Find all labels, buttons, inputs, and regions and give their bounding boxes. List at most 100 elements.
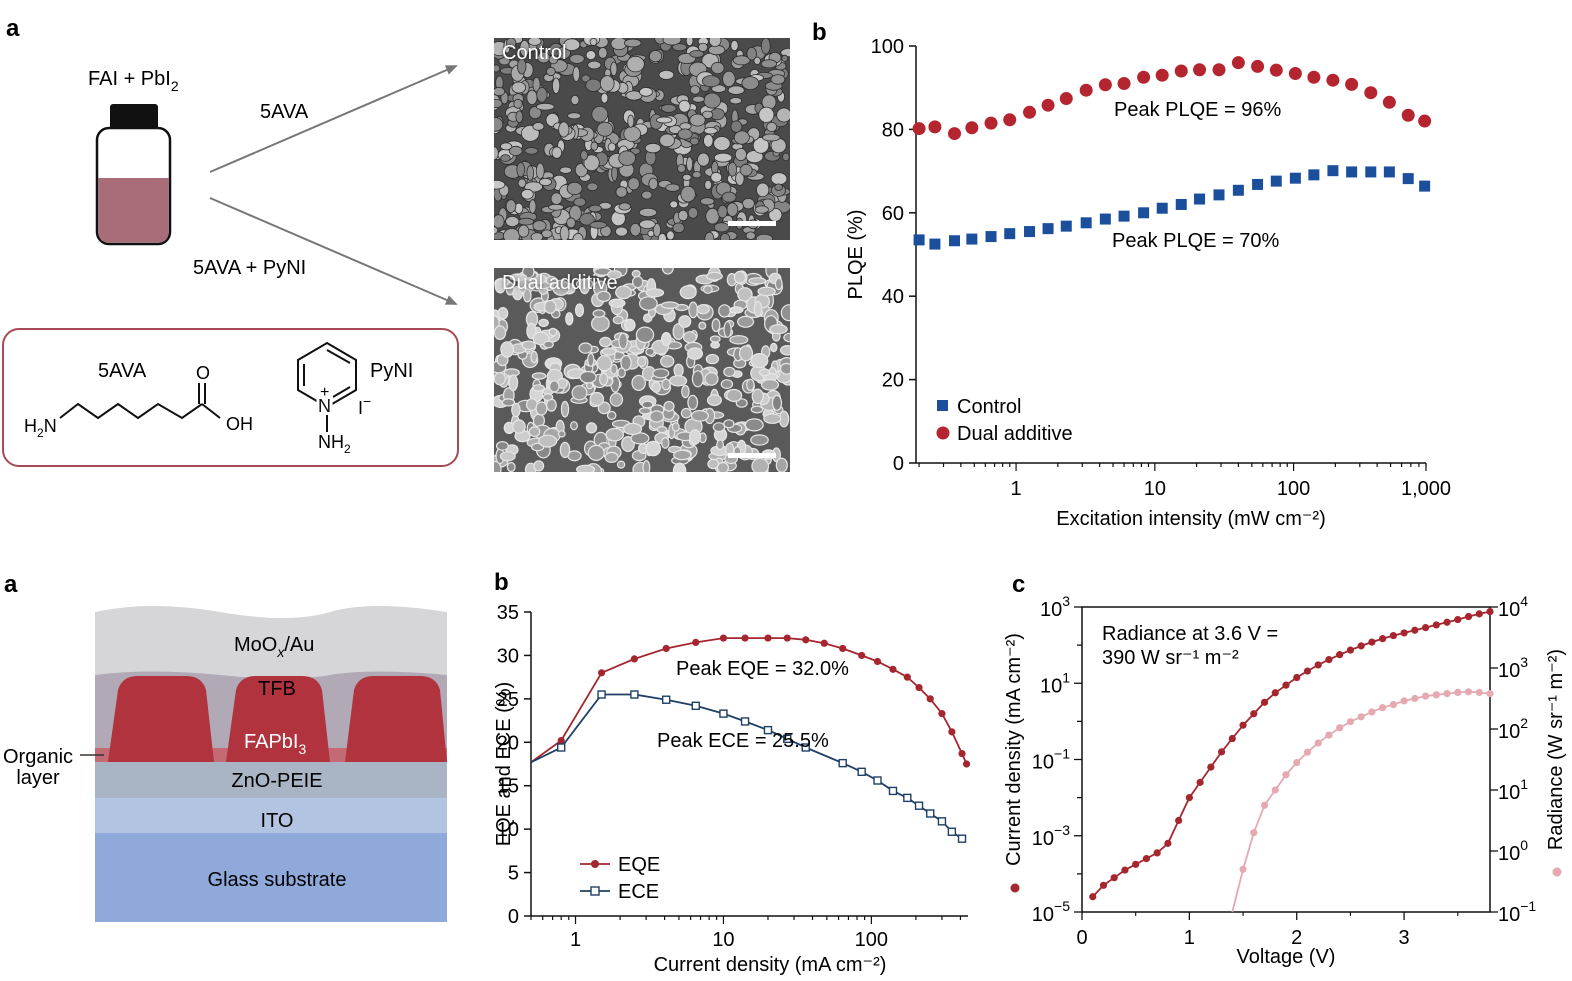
sem-grain: [615, 186, 628, 198]
sem-grain: [691, 370, 704, 388]
sem-grain: [713, 152, 733, 163]
sem-grain: [548, 54, 559, 65]
sem-grain: [612, 315, 624, 325]
sem-grain: [506, 461, 516, 472]
eqe-point: [889, 665, 897, 673]
eqe-series-line-ece: [530, 693, 963, 840]
sem-grain: [494, 146, 499, 161]
jvl-ylabel-right: Radiance (W sr⁻¹ m⁻²): [1545, 649, 1567, 850]
sem-grain: [771, 394, 783, 411]
plqe-ytick-label: 60: [882, 203, 904, 225]
current-density-point: [1357, 642, 1365, 650]
sem-grain: [752, 137, 770, 154]
layer-zno: [95, 761, 447, 798]
eqe-xtick-label: 100: [855, 929, 888, 951]
ece-point: [661, 695, 671, 704]
radiance-point: [1282, 771, 1290, 779]
sem-grain: [656, 425, 668, 434]
plqe-point-control: [1004, 228, 1016, 240]
sem-grain: [754, 205, 769, 214]
sem-grain: [589, 38, 598, 46]
sem-grain: [546, 398, 557, 412]
sem-grain: [587, 352, 595, 367]
eqe-point: [692, 638, 700, 647]
route-top-label: 5AVA: [260, 101, 309, 123]
sem-grain: [682, 173, 692, 181]
current-density-point: [1325, 656, 1333, 664]
sem-grain: [697, 152, 710, 167]
plqe-point-dual: [1059, 92, 1073, 106]
ece-point: [937, 817, 947, 826]
plqe-point-control: [1080, 217, 1092, 229]
plqe-xtick-label: 100: [1277, 478, 1310, 500]
sem-grain: [545, 275, 558, 286]
sem-grain: [581, 74, 591, 83]
current-density-point: [1411, 626, 1419, 634]
plqe-point-dual: [1155, 68, 1169, 82]
radiance-point: [1260, 801, 1269, 809]
sem-grain: [705, 271, 723, 281]
sem-grain: [494, 226, 499, 235]
eqe-ytick-label: 10: [497, 819, 519, 841]
sem-grain: [605, 427, 624, 442]
eqe-point: [802, 636, 810, 644]
plqe-point-control: [1419, 180, 1431, 192]
jvl-annotation-line1: Radiance at 3.6 V =: [1102, 623, 1278, 645]
current-density-point: [1486, 607, 1494, 616]
label-glass: Glass substrate: [208, 869, 347, 891]
radiance-point: [1432, 691, 1440, 699]
current-density-point: [1110, 874, 1118, 882]
ece-point: [957, 834, 967, 843]
eqe-ytick-label: 35: [497, 602, 519, 624]
radiance-point: [1486, 690, 1494, 698]
sem-grain: [702, 285, 713, 294]
current-density-point: [1282, 681, 1290, 689]
sem-grain: [631, 269, 641, 278]
sem-grain: [627, 177, 640, 191]
sem-grain: [618, 332, 628, 350]
sem-grain: [505, 38, 517, 49]
sem-grain: [710, 61, 725, 75]
jvl-ytick-left-label: 103: [1040, 593, 1070, 621]
ece-point: [691, 701, 700, 711]
sem-grain: [588, 204, 602, 213]
sem-grain: [673, 363, 684, 378]
mol1-oh: OH: [226, 414, 253, 434]
route-bottom-label: 5AVA + PyNI: [193, 257, 306, 279]
sem-grain: [494, 278, 506, 294]
eqe-xtick-label: 10: [712, 929, 734, 951]
mol2-n: N: [318, 396, 331, 416]
sem-grain: [779, 345, 790, 356]
plqe-point-control: [1402, 173, 1414, 185]
sem-grain: [727, 85, 745, 95]
sem-grain: [566, 181, 583, 196]
sem-grain: [598, 372, 609, 386]
sem-grain: [775, 457, 788, 472]
sem-grain: [648, 177, 659, 190]
sem-grain: [682, 331, 697, 344]
sem-grain: [662, 38, 682, 46]
sem-grain: [536, 87, 548, 103]
sem-grain: [718, 304, 731, 318]
eqe-legend-marker: [591, 860, 599, 868]
arrow-to-dual: [209, 197, 458, 305]
sem-grain: [573, 197, 587, 207]
eqe-point: [915, 683, 923, 692]
sem-grain: [517, 178, 527, 188]
jvl-ylabel-left-marker: [1010, 883, 1020, 893]
sem-grain: [660, 104, 677, 113]
sem-grain: [647, 229, 655, 238]
ece-legend-label: ECE: [618, 881, 659, 903]
sem-grain: [494, 372, 506, 386]
mol2-plus: +: [320, 384, 329, 401]
sem-grain: [710, 171, 723, 183]
sem-grain: [585, 422, 598, 434]
jvl-ytick-left-label: 10−5: [1032, 898, 1070, 926]
plqe-point-control: [1138, 207, 1150, 219]
sem-grain: [497, 306, 509, 320]
eqe-xtick-label: 1: [570, 929, 581, 951]
sem-grain: [702, 110, 714, 119]
sem-grain: [639, 87, 653, 97]
sem-grain: [615, 226, 629, 237]
mol1-name: 5AVA: [98, 360, 147, 382]
